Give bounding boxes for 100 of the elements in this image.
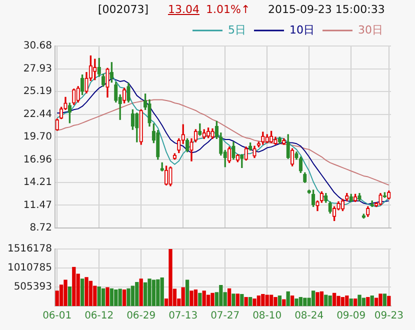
bar bbox=[232, 294, 236, 306]
bar bbox=[269, 294, 274, 306]
bar bbox=[256, 296, 261, 306]
bar bbox=[114, 290, 118, 306]
x-tick-label: 06-29 bbox=[126, 310, 156, 322]
bar bbox=[126, 288, 130, 306]
bar bbox=[332, 292, 336, 306]
bar bbox=[219, 284, 223, 306]
x-tick-label: 08-10 bbox=[252, 310, 282, 322]
bar bbox=[248, 297, 252, 306]
candlestick bbox=[93, 58, 97, 80]
y-tick-label: 16.96 bbox=[23, 154, 52, 166]
bar bbox=[298, 297, 303, 306]
bar bbox=[190, 290, 194, 306]
y-tick-label: 14.21 bbox=[23, 177, 52, 188]
bar bbox=[316, 292, 320, 306]
bar bbox=[68, 286, 72, 306]
bar bbox=[244, 297, 248, 306]
bar bbox=[64, 280, 68, 306]
candlestick bbox=[139, 109, 143, 145]
bar bbox=[378, 294, 382, 306]
text: 1.01%↑ bbox=[206, 3, 250, 17]
bar bbox=[194, 290, 198, 306]
candlestick bbox=[210, 128, 214, 139]
x-tick-label: 06-01 bbox=[42, 310, 72, 322]
bar bbox=[366, 297, 370, 306]
candlestick bbox=[286, 134, 290, 159]
bar bbox=[84, 277, 88, 306]
bar bbox=[139, 278, 143, 306]
bar bbox=[80, 278, 84, 306]
text: 13.04 bbox=[168, 3, 200, 17]
bar bbox=[168, 249, 172, 306]
bar bbox=[156, 279, 160, 306]
candlestick bbox=[172, 153, 177, 160]
candlestick bbox=[370, 200, 374, 207]
candlestick bbox=[362, 214, 366, 219]
bar bbox=[294, 298, 298, 306]
bar bbox=[362, 298, 366, 306]
bar bbox=[130, 286, 135, 306]
bar bbox=[382, 294, 387, 306]
bar bbox=[72, 266, 76, 306]
bar bbox=[387, 296, 391, 306]
candlestick bbox=[269, 130, 274, 144]
bar bbox=[181, 287, 185, 306]
candlestick bbox=[122, 88, 126, 104]
chart-title: [002073] bbox=[98, 3, 149, 17]
candlestick bbox=[274, 136, 278, 145]
bar bbox=[370, 296, 374, 306]
bar bbox=[274, 297, 278, 306]
y-tick-label: 1010785 bbox=[7, 262, 52, 274]
bar bbox=[374, 298, 378, 306]
bar bbox=[265, 294, 269, 306]
y-tick-label: 1516178 bbox=[7, 244, 52, 255]
candlestick bbox=[126, 82, 130, 103]
candlestick bbox=[202, 129, 206, 139]
bar bbox=[261, 294, 265, 306]
candlestick bbox=[311, 190, 316, 207]
candlestick bbox=[240, 154, 244, 168]
bar bbox=[185, 280, 190, 306]
x-tick-label: 09-23 bbox=[374, 310, 404, 322]
candlestick bbox=[148, 99, 152, 127]
candlestick bbox=[110, 62, 114, 83]
legend-label: 30日 bbox=[358, 23, 384, 36]
bar bbox=[152, 280, 156, 306]
candlestick bbox=[358, 193, 362, 202]
bar bbox=[345, 296, 349, 306]
bar bbox=[324, 294, 328, 306]
candlestick bbox=[282, 138, 286, 145]
candlestick bbox=[248, 142, 252, 151]
y-tick-label: 22.44 bbox=[23, 108, 52, 120]
bar bbox=[240, 294, 244, 306]
candlestick bbox=[68, 102, 72, 124]
bar bbox=[286, 291, 290, 306]
candlestick bbox=[114, 82, 118, 103]
x-tick-label: 08-24 bbox=[294, 310, 324, 322]
bar bbox=[160, 277, 164, 306]
bar bbox=[206, 294, 210, 306]
candlestick bbox=[106, 68, 110, 98]
bar bbox=[106, 287, 110, 306]
x-tick-label: 09-09 bbox=[336, 310, 366, 322]
y-tick-label: 30.68 bbox=[23, 40, 52, 52]
y-tick-label: 27.93 bbox=[23, 63, 52, 74]
candlestick bbox=[265, 134, 269, 144]
candlestick bbox=[198, 123, 202, 136]
bar bbox=[336, 296, 340, 306]
y-tick-label: 8.72 bbox=[30, 222, 52, 234]
candlestick bbox=[232, 142, 236, 160]
y-tick-label: 25.19 bbox=[23, 86, 52, 98]
x-tick-label: 07-27 bbox=[210, 310, 240, 322]
bar bbox=[143, 282, 148, 306]
bar bbox=[122, 290, 126, 306]
bar bbox=[358, 294, 362, 306]
candlestick bbox=[168, 166, 172, 186]
candlestick bbox=[72, 88, 76, 106]
candlestick bbox=[55, 118, 59, 131]
bar bbox=[101, 288, 106, 306]
bar bbox=[349, 298, 353, 306]
bar bbox=[227, 288, 232, 306]
bar bbox=[202, 290, 206, 306]
bar bbox=[110, 288, 114, 306]
